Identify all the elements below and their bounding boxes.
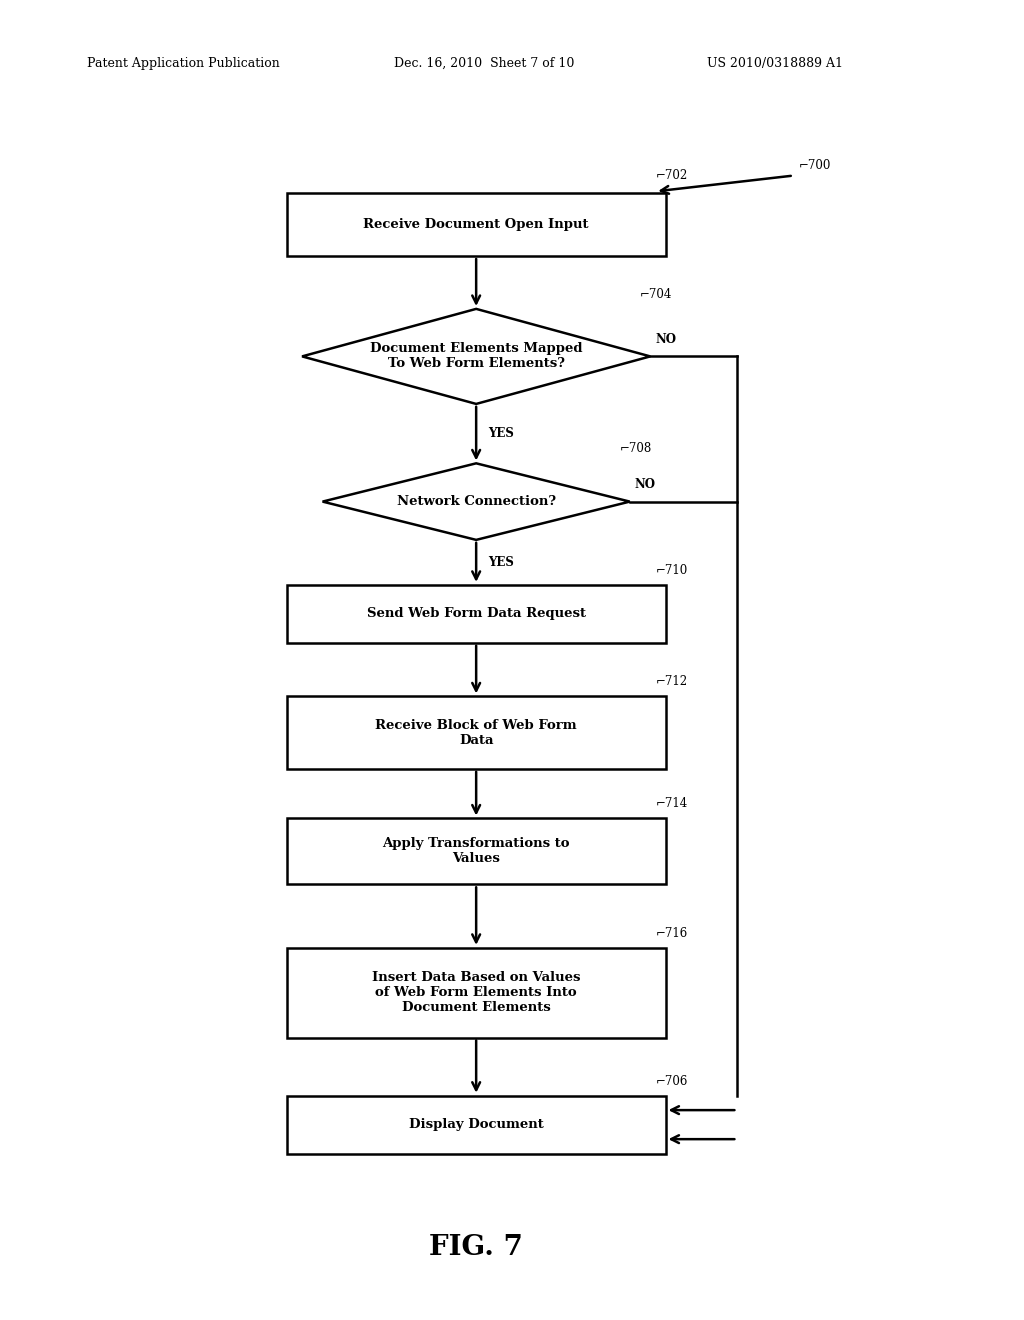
Text: Receive Block of Web Form
Data: Receive Block of Web Form Data <box>376 718 577 747</box>
Text: ⌐712: ⌐712 <box>655 676 687 689</box>
Text: Apply Transformations to
Values: Apply Transformations to Values <box>382 837 570 866</box>
Text: ⌐710: ⌐710 <box>655 564 687 577</box>
Text: US 2010/0318889 A1: US 2010/0318889 A1 <box>707 57 843 70</box>
Text: NO: NO <box>635 478 656 491</box>
Polygon shape <box>302 309 650 404</box>
Text: Display Document: Display Document <box>409 1118 544 1131</box>
Text: ⌐702: ⌐702 <box>655 169 687 182</box>
Text: Insert Data Based on Values
of Web Form Elements Into
Document Elements: Insert Data Based on Values of Web Form … <box>372 972 581 1014</box>
Text: NO: NO <box>655 333 677 346</box>
Text: YES: YES <box>488 556 514 569</box>
Text: Network Connection?: Network Connection? <box>396 495 556 508</box>
Text: Receive Document Open Input: Receive Document Open Input <box>364 218 589 231</box>
Text: YES: YES <box>488 428 514 440</box>
Bar <box>287 948 666 1038</box>
Bar <box>287 697 666 768</box>
Text: Document Elements Mapped
To Web Form Elements?: Document Elements Mapped To Web Form Ele… <box>370 342 583 371</box>
Bar <box>287 1096 666 1154</box>
Text: Patent Application Publication: Patent Application Publication <box>87 57 280 70</box>
Bar <box>287 818 666 884</box>
Polygon shape <box>323 463 630 540</box>
Text: ⌐706: ⌐706 <box>655 1074 688 1088</box>
Text: ⌐704: ⌐704 <box>640 288 673 301</box>
Text: ⌐716: ⌐716 <box>655 927 687 940</box>
Text: FIG. 7: FIG. 7 <box>429 1234 523 1261</box>
Text: Send Web Form Data Request: Send Web Form Data Request <box>367 607 586 620</box>
Text: ⌐700: ⌐700 <box>799 158 831 172</box>
Bar <box>287 585 666 643</box>
Text: ⌐708: ⌐708 <box>620 442 651 455</box>
Bar <box>287 193 666 256</box>
Text: Dec. 16, 2010  Sheet 7 of 10: Dec. 16, 2010 Sheet 7 of 10 <box>394 57 574 70</box>
Text: ⌐714: ⌐714 <box>655 797 687 810</box>
